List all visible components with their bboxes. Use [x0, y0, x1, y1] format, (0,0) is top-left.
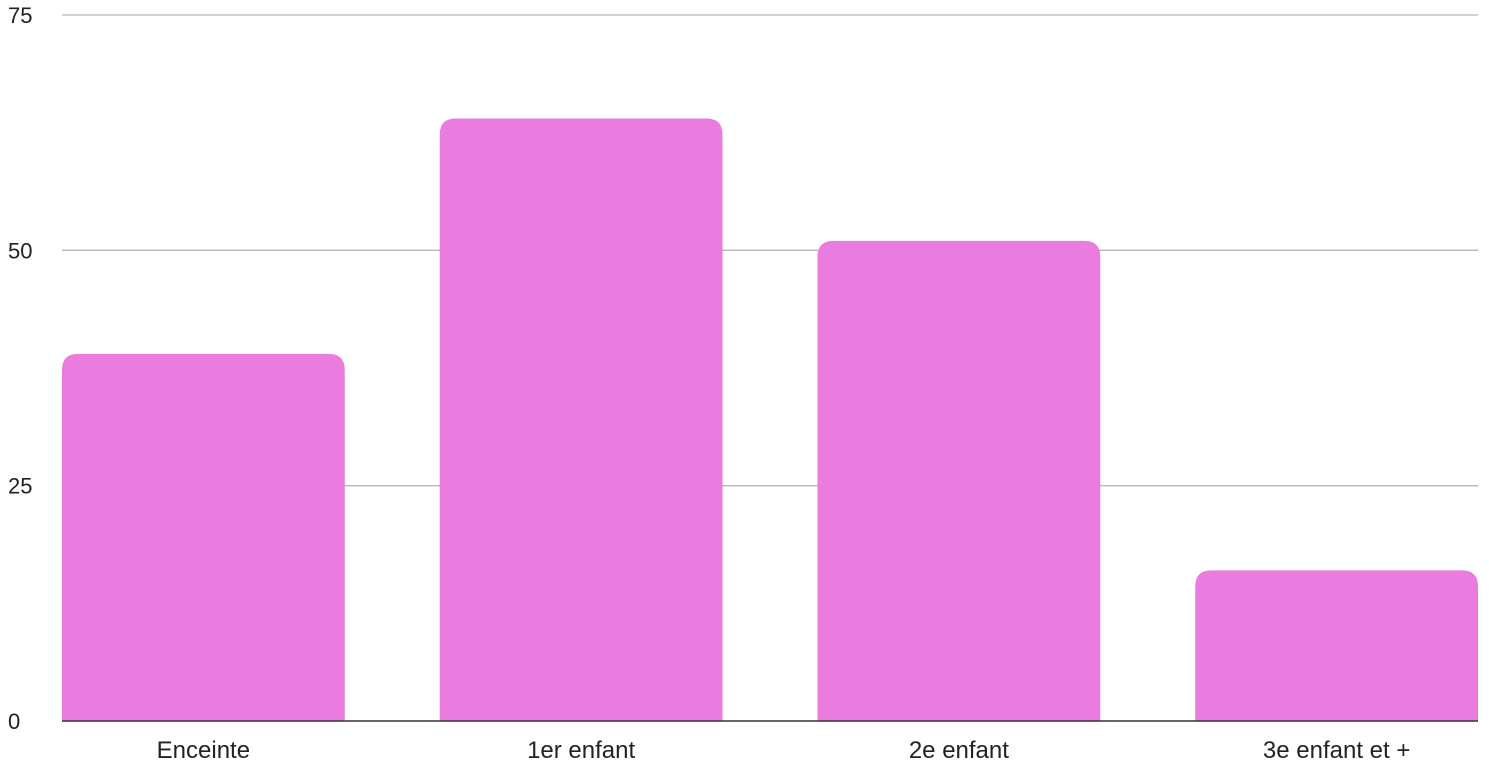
bar-3 — [817, 240, 1101, 722]
y-axis-tick-labels: 0 25 50 75 — [8, 3, 32, 734]
y-tick-label-0: 0 — [8, 709, 20, 734]
x-tick-label-4: 3e enfant et + — [1263, 737, 1410, 764]
x-tick-label-2: 1er enfant — [527, 737, 635, 764]
bar-2 — [439, 118, 723, 721]
bar-4 — [1195, 570, 1478, 721]
y-tick-label-50: 50 — [8, 238, 32, 263]
x-tick-label-1: Enceinte — [157, 737, 250, 764]
bar-1 — [62, 353, 345, 721]
bars — [62, 118, 1478, 722]
x-tick-label-3: 2e enfant — [909, 737, 1009, 764]
y-tick-label-25: 25 — [8, 474, 32, 499]
x-axis-category-labels: Enceinte 1er enfant 2e enfant 3e enfant et … — [157, 737, 1411, 764]
y-tick-label-75: 75 — [8, 3, 32, 28]
